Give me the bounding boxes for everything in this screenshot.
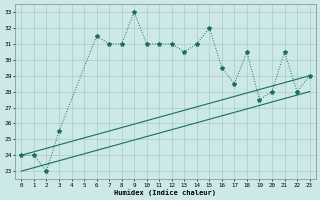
X-axis label: Humidex (Indice chaleur): Humidex (Indice chaleur) [115, 189, 217, 196]
